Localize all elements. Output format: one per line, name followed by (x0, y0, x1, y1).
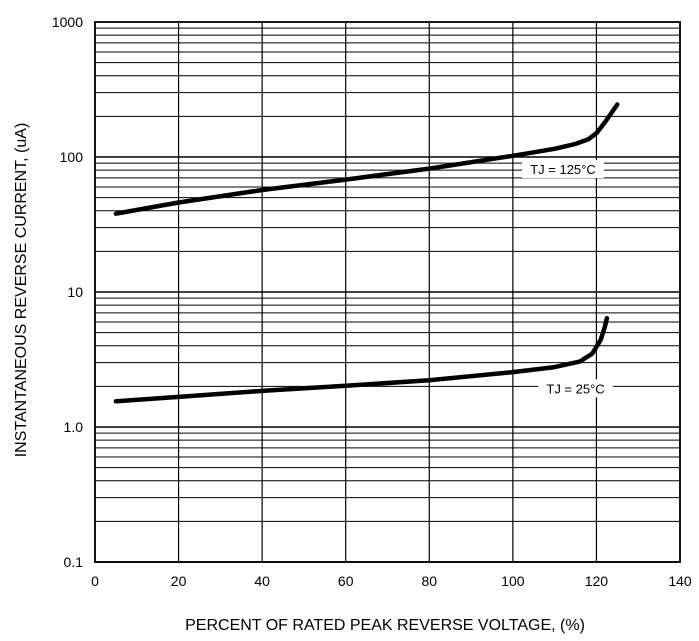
x-axis-title: PERCENT OF RATED PEAK REVERSE VOLTAGE, (… (185, 617, 585, 634)
x-tick-label: 60 (338, 573, 354, 589)
curves: TJ = 125°C TJ = 25°C (113, 102, 620, 404)
x-tick-label: 40 (254, 573, 270, 589)
grid (94, 21, 681, 563)
series-label: TJ = 125°C (530, 162, 596, 177)
series-line-2 (113, 315, 610, 404)
x-tick-label: 0 (91, 573, 99, 589)
y-tick-label: 10 (67, 284, 83, 300)
x-tick-label: 140 (668, 573, 692, 589)
y-tick-label: 1000 (52, 14, 83, 30)
x-tick-label: 120 (585, 573, 609, 589)
y-tick-label: 0.1 (64, 554, 84, 570)
x-tick-label: 100 (501, 573, 525, 589)
plot-frame (94, 21, 681, 563)
series-line-1 (113, 102, 620, 216)
x-axis-ticks: 0 20 40 60 80 100 120 140 (91, 573, 692, 589)
series-label-bg (522, 160, 604, 179)
y-tick-label: 100 (60, 149, 84, 165)
x-tick-label: 20 (171, 573, 187, 589)
y-axis-title: INSTANTANEOUS REVERSE CURRENT, (uA) (13, 123, 30, 458)
series-label: TJ = 25°C (546, 381, 604, 396)
y-tick-label: 1.0 (64, 419, 84, 435)
y-axis-ticks: 0.1 1.0 10 100 1000 (52, 14, 83, 570)
series-label-bg (538, 379, 613, 398)
x-tick-label: 80 (421, 573, 437, 589)
